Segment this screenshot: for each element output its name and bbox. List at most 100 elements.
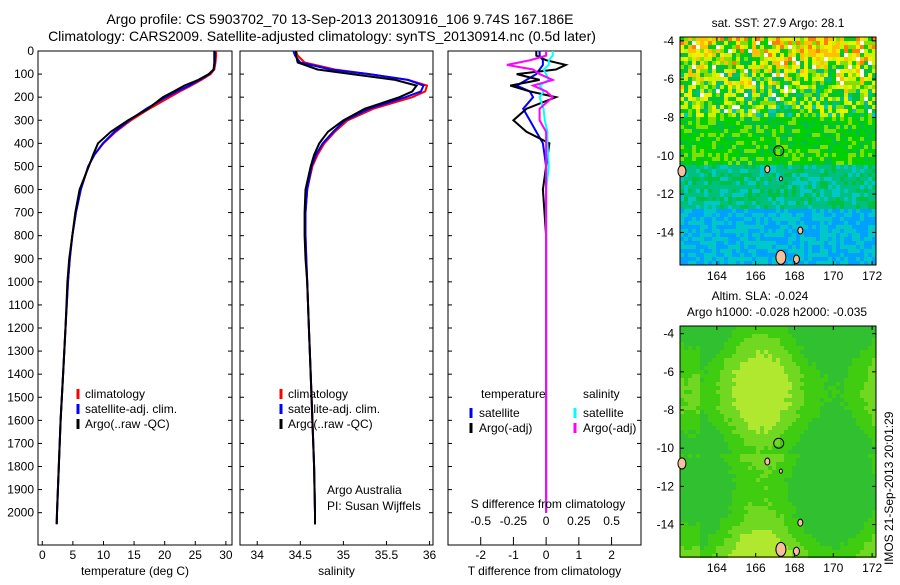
map-cell [820, 414, 824, 418]
map-cell [764, 386, 768, 390]
map-cell [756, 382, 760, 386]
map-cell [712, 193, 716, 197]
map-cell [772, 41, 776, 45]
map-cell [868, 69, 872, 73]
map-cell [748, 129, 752, 133]
map-cell [864, 185, 868, 189]
map-cell [828, 330, 832, 334]
map-cell [796, 77, 800, 81]
map-cell [848, 233, 852, 237]
map-cell [796, 438, 800, 442]
map-cell [688, 205, 692, 209]
map-cell [772, 354, 776, 358]
map-cell [820, 149, 824, 153]
map-cell [700, 434, 704, 438]
map-cell [816, 185, 820, 189]
map-cell [700, 217, 704, 221]
map-cell [832, 233, 836, 237]
map-cell [752, 137, 756, 141]
map-cell [748, 406, 752, 410]
map-cell [692, 189, 696, 193]
map-cell [840, 462, 844, 466]
map-cell [756, 109, 760, 113]
map-cell [768, 189, 772, 193]
map-cell [760, 434, 764, 438]
map-cell [864, 398, 868, 402]
map-cell [804, 53, 808, 57]
map-cell [716, 161, 720, 165]
map-cell [760, 61, 764, 65]
map-cell [808, 173, 812, 177]
map-cell [756, 145, 760, 149]
map-cell [736, 237, 740, 241]
map-cell [824, 430, 828, 434]
map-cell [844, 77, 848, 81]
map-cell [712, 366, 716, 370]
map-cell [796, 37, 800, 41]
map-cell [780, 141, 784, 145]
map-cell [708, 133, 712, 137]
map-cell [776, 189, 780, 193]
map-cell [736, 249, 740, 253]
map-cell [828, 61, 832, 65]
map-cell [812, 149, 816, 153]
map-cell [796, 129, 800, 133]
map-cell [776, 205, 780, 209]
map-cell [708, 117, 712, 121]
map-cell [780, 209, 784, 213]
map-cell [808, 157, 812, 161]
map-cell [776, 410, 780, 414]
map-cell [868, 249, 872, 253]
map-cell [784, 161, 788, 165]
map-cell [804, 189, 808, 193]
map-cell [732, 386, 736, 390]
map-cell [684, 101, 688, 105]
map-cell [820, 225, 824, 229]
map-cell [852, 241, 856, 245]
map-cell [728, 462, 732, 466]
map-cell [856, 334, 860, 338]
map-cell [848, 197, 852, 201]
map-cell [840, 45, 844, 49]
map-cell [776, 113, 780, 117]
map-cell [740, 237, 744, 241]
map-cell [772, 342, 776, 346]
map-cell [776, 426, 780, 430]
map-cell [860, 394, 864, 398]
map-cell [864, 93, 868, 97]
map-cell [704, 414, 708, 418]
map-cell [872, 406, 876, 410]
map-cell [720, 462, 724, 466]
map-cell [844, 334, 848, 338]
map-cell [684, 442, 688, 446]
map-cell [812, 101, 816, 105]
map-cell [816, 245, 820, 249]
map-cell [772, 434, 776, 438]
map-cell [756, 193, 760, 197]
map-cell [856, 422, 860, 426]
map-cell [844, 458, 848, 462]
map-cell [828, 137, 832, 141]
map-cell [788, 37, 792, 41]
map-cell [784, 209, 788, 213]
map-cell [708, 474, 712, 478]
map-cell [732, 382, 736, 386]
map-cell [684, 181, 688, 185]
map-cell [800, 241, 804, 245]
map-cell [736, 370, 740, 374]
map-cell [708, 165, 712, 169]
map-cell [824, 326, 828, 330]
map-cell [716, 209, 720, 213]
map-cell [828, 426, 832, 430]
map-cell [828, 253, 832, 257]
map-cell [796, 370, 800, 374]
map-cell [724, 430, 728, 434]
map-cell [768, 221, 772, 225]
map-cell [696, 418, 700, 422]
map-cell [688, 390, 692, 394]
map-cell [852, 398, 856, 402]
map-cell [828, 221, 832, 225]
map-cell [756, 346, 760, 350]
map-cell [740, 97, 744, 101]
map-cell [732, 466, 736, 470]
